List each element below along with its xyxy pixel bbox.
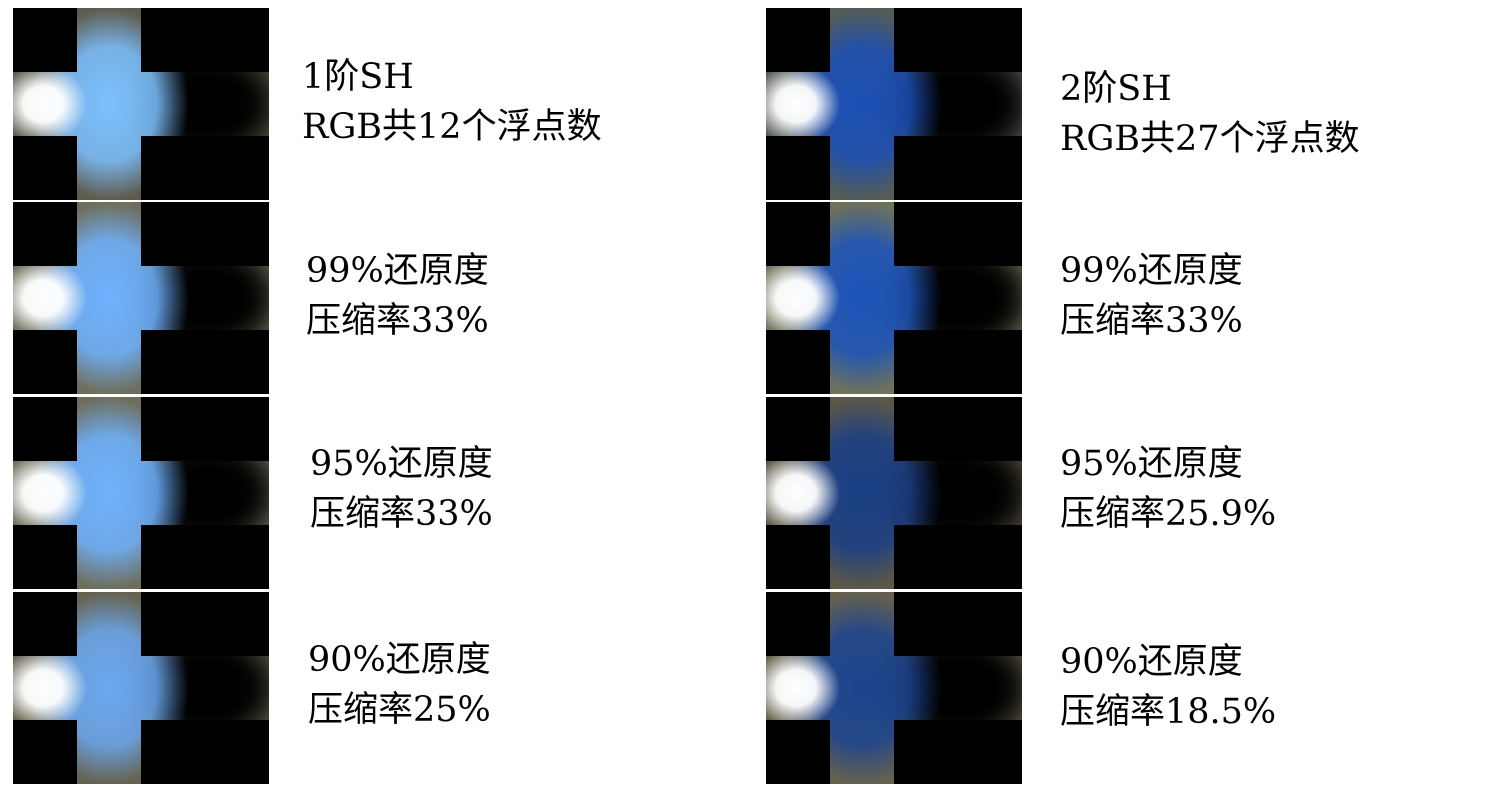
caption-left-3: 95%还原度 压缩率33% (310, 439, 493, 539)
caption-right-4-line2: 压缩率18.5% (1060, 692, 1277, 732)
caption-right-3-line2: 压缩率25.9% (1060, 494, 1277, 534)
caption-left-2: 99%还原度 压缩率33% (306, 246, 489, 346)
caption-right-3: 95%还原度 压缩率25.9% (1060, 439, 1276, 539)
sh-preview-right-1 (766, 8, 1022, 200)
sh-cross-image (766, 8, 1022, 200)
sh-cross-image (13, 592, 269, 784)
caption-right-1-line1: 2阶SH (1060, 69, 1172, 109)
sh-preview-left-1 (13, 8, 269, 200)
caption-right-2-line2: 压缩率33% (1060, 301, 1243, 341)
sh-cross-image (766, 397, 1022, 589)
caption-left-1: 1阶SH RGB共12个浮点数 (302, 52, 602, 152)
sh-preview-left-4 (13, 592, 269, 784)
caption-left-4: 90%还原度 压缩率25% (308, 635, 491, 735)
caption-right-1-line2: RGB共27个浮点数 (1060, 119, 1360, 159)
sh-cross-image (766, 202, 1022, 394)
sh-cross-image (13, 202, 269, 394)
sh-preview-left-3 (13, 397, 269, 589)
sh-preview-left-2 (13, 202, 269, 394)
sh-preview-right-3 (766, 397, 1022, 589)
caption-left-4-line2: 压缩率25% (308, 690, 491, 730)
caption-left-1-line2: RGB共12个浮点数 (302, 107, 602, 147)
caption-right-4: 90%还原度 压缩率18.5% (1060, 637, 1276, 737)
caption-left-4-line1: 90%还原度 (308, 640, 491, 680)
caption-right-1: 2阶SH RGB共27个浮点数 (1060, 64, 1360, 164)
sh-preview-right-4 (766, 592, 1022, 784)
caption-left-1-line1: 1阶SH (302, 57, 414, 97)
caption-right-4-line1: 90%还原度 (1060, 642, 1243, 682)
sh-preview-right-2 (766, 202, 1022, 394)
caption-left-3-line1: 95%还原度 (310, 444, 493, 484)
caption-left-2-line1: 99%还原度 (306, 251, 489, 291)
caption-right-2-line1: 99%还原度 (1060, 251, 1243, 291)
sh-cross-image (766, 592, 1022, 784)
caption-left-2-line2: 压缩率33% (306, 301, 489, 341)
sh-cross-image (13, 397, 269, 589)
caption-right-2: 99%还原度 压缩率33% (1060, 246, 1243, 346)
sh-cross-image (13, 8, 269, 200)
caption-right-3-line1: 95%还原度 (1060, 444, 1243, 484)
caption-left-3-line2: 压缩率33% (310, 494, 493, 534)
